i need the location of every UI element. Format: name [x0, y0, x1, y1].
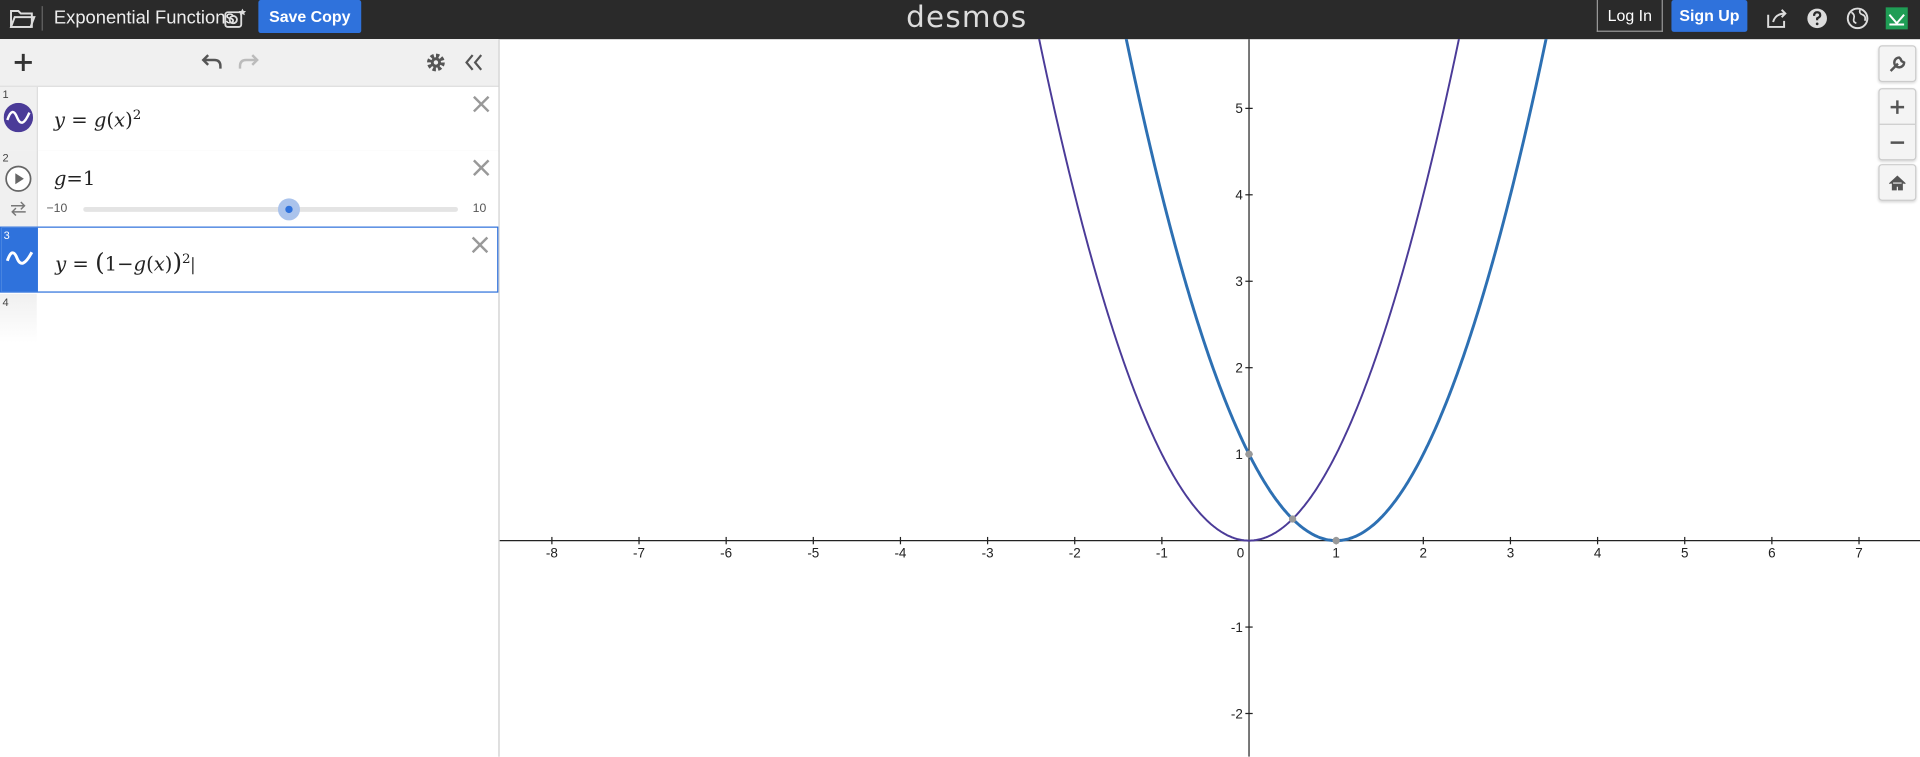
slider-expression-row[interactable]: 2 g=1 −10 10: [0, 150, 499, 228]
new-expression-row[interactable]: 4: [0, 293, 37, 343]
help-icon[interactable]: [1804, 5, 1831, 32]
expression-math[interactable]: y = g(x)2: [53, 106, 142, 132]
user-avatar-icon[interactable]: [1883, 5, 1910, 32]
share-icon[interactable]: [1763, 5, 1790, 32]
graph-title[interactable]: Exponential Functions: [53, 7, 235, 29]
y-tick-label: -1: [1231, 620, 1243, 635]
x-tick-label: -2: [1069, 546, 1081, 561]
x-tick-label: 3: [1507, 546, 1514, 561]
y-tick-label: -2: [1231, 706, 1243, 721]
gear-icon[interactable]: [422, 49, 449, 76]
point-of-interest: [1288, 515, 1297, 523]
folder-icon[interactable]: [7, 5, 36, 32]
slider-max-label[interactable]: 10: [472, 202, 487, 216]
curve-y-g-x-squared: [1038, 39, 1460, 542]
delete-expression-icon[interactable]: [471, 158, 491, 178]
expression-tab[interactable]: 1: [0, 86, 38, 151]
zoom-in-icon[interactable]: [1888, 98, 1906, 116]
loop-direction-icon[interactable]: [9, 200, 29, 217]
desmos-logo: desmos: [906, 0, 1028, 35]
zoom-controls: [1878, 88, 1917, 161]
screenshot-icon[interactable]: [222, 5, 249, 32]
y-tick-label: 2: [1235, 361, 1242, 376]
toolbar-divider: [41, 6, 43, 31]
home-icon[interactable]: [1888, 174, 1906, 192]
x-tick-label: -6: [720, 546, 732, 561]
zoom-out-icon[interactable]: [1888, 133, 1906, 151]
expression-tab[interactable]: 2: [0, 150, 38, 227]
save-copy-button[interactable]: Save Copy: [258, 0, 362, 34]
expression-row[interactable]: 1 y = g(x)2: [0, 86, 499, 152]
x-tick-label: -8: [546, 546, 558, 561]
point-of-interest: [1332, 536, 1340, 545]
x-tick-label: -3: [982, 546, 994, 561]
slider-min-label[interactable]: −10: [46, 202, 68, 216]
x-tick-label: 0: [1237, 546, 1244, 561]
undo-icon[interactable]: [197, 49, 224, 76]
x-tick-label: 4: [1594, 546, 1602, 561]
delete-expression-icon[interactable]: [471, 94, 491, 114]
x-tick-label: -1: [1156, 546, 1168, 561]
collapse-icon[interactable]: [460, 49, 487, 76]
play-icon[interactable]: [4, 164, 33, 193]
globe-icon[interactable]: [1844, 5, 1871, 32]
x-tick-label: 6: [1768, 546, 1775, 561]
x-tick-label: 2: [1420, 546, 1427, 561]
redo-icon[interactable]: [236, 49, 263, 76]
wrench-icon[interactable]: [1888, 55, 1906, 73]
x-tick-label: 1: [1332, 546, 1339, 561]
expression-tab[interactable]: 3: [1, 227, 38, 292]
delete-expression-icon[interactable]: [470, 235, 490, 255]
login-button[interactable]: Log In: [1596, 0, 1663, 32]
x-tick-label: 5: [1681, 546, 1688, 561]
top-bar: Exponential Functions Save Copy desmos L…: [0, 0, 1920, 40]
curve-color-icon[interactable]: [5, 244, 34, 273]
x-tick-label: -5: [807, 546, 819, 561]
graph-canvas[interactable]: -8 -7 -6 -5 -4 -3 -2 -1 0 1 2 3 4 5 6 7 5 4 3 2 1 -1 -2: [499, 39, 1920, 757]
y-tick-label: 3: [1235, 274, 1242, 289]
y-tick-label: 4: [1235, 188, 1243, 203]
x-tick-label: 7: [1855, 546, 1862, 561]
signup-button[interactable]: Sign Up: [1671, 0, 1748, 32]
point-of-interest: [1245, 450, 1253, 458]
graph-settings-button[interactable]: [1878, 45, 1917, 83]
expression-row-selected[interactable]: 3 y = (1−g(x))2​: [0, 226, 499, 293]
expression-number: 1: [2, 88, 9, 101]
expression-number: 3: [3, 228, 10, 242]
curve-y-one-minus-g-x-squared: [1124, 39, 1548, 543]
y-tick-label: 5: [1235, 101, 1242, 116]
curve-color-icon[interactable]: [3, 102, 34, 133]
expression-math[interactable]: g=1: [53, 166, 96, 190]
slider-thumb[interactable]: [278, 198, 301, 221]
default-viewport-button[interactable]: [1878, 164, 1917, 201]
expression-panel: 1 y = g(x)2 2: [0, 39, 500, 757]
x-tick-label: -4: [894, 546, 906, 561]
expression-number: 2: [2, 151, 9, 165]
expression-number: 4: [2, 296, 9, 309]
expression-panel-header: [0, 39, 499, 87]
expression-math[interactable]: y = (1−g(x))2​: [55, 247, 194, 277]
y-tick-label: 1: [1235, 447, 1242, 462]
graph-paper[interactable]: -8 -7 -6 -5 -4 -3 -2 -1 0 1 2 3 4 5 6 7 5 4 3 2 1 -1 -2: [499, 39, 1920, 757]
add-icon[interactable]: [10, 49, 37, 76]
slider-track[interactable]: [83, 206, 458, 212]
x-tick-label: -7: [633, 546, 645, 561]
